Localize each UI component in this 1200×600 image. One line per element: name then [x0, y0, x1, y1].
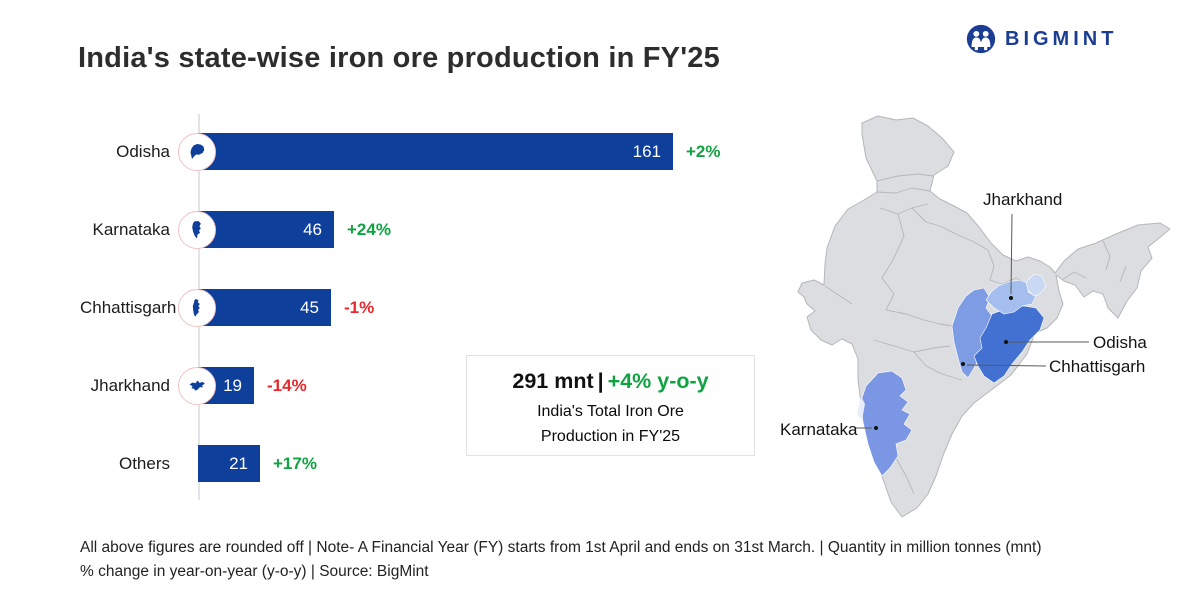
- jharkhand-state-badge: [178, 367, 216, 405]
- yoy-change-label: +17%: [273, 454, 317, 473]
- page-title: India's state-wise iron ore production i…: [78, 42, 720, 74]
- bar-odisha: 161: [198, 133, 673, 170]
- odisha-shape-icon: [190, 144, 205, 159]
- odisha-state-badge: [178, 133, 216, 171]
- jharkhand-shape-icon: [189, 380, 205, 391]
- bar-value: 46: [303, 219, 322, 239]
- category-label: Jharkhand: [90, 376, 170, 395]
- category-label: Others: [118, 454, 170, 473]
- footnote: All above figures are rounded off | Note…: [80, 536, 1041, 583]
- total-production-box: 291 mnt | +4% y-o-y India's Total Iron Ore…: [466, 355, 755, 456]
- bar-value: 21: [229, 453, 248, 473]
- chhattisgarh-shape-icon: [192, 299, 200, 317]
- bar-value: 19: [223, 375, 242, 395]
- bar-value: 161: [632, 141, 661, 161]
- footnote-line-2: % change in year-on-year (y-o-y) | Sourc…: [80, 562, 429, 580]
- yoy-change-label: +24%: [347, 220, 391, 239]
- state-odisha: [973, 305, 1045, 384]
- footnote-line-1: All above figures are rounded off | Note…: [80, 539, 1042, 556]
- map-label-chhattisgarh: Chhattisgarh: [1049, 357, 1146, 376]
- iron-ore-bar-chart: Odisha 161 +2% Karnataka 46 +24%: [80, 114, 740, 500]
- coastal-sliver: [857, 396, 865, 420]
- map-marker-dots: [874, 296, 1013, 430]
- yoy-change-label: -1%: [344, 298, 375, 317]
- bigmint-logo-text: BIGMINT: [1005, 27, 1118, 50]
- map-label-odisha: Odisha: [1093, 333, 1147, 352]
- map-label-jharkhand: Jharkhand: [983, 190, 1063, 209]
- category-label: Chhattisgarh: [80, 298, 177, 317]
- bar-chhattisgarh: 45: [198, 289, 331, 326]
- category-label: Karnataka: [92, 220, 171, 239]
- yoy-change-label: -14%: [267, 376, 307, 395]
- yoy-change-label: +2%: [686, 142, 721, 161]
- bigmint-logo: BIGMINT: [966, 24, 1117, 54]
- bar-row-others: Others 21 +17%: [80, 445, 740, 482]
- bar-row-jharkhand: Jharkhand 19 -14%: [80, 367, 740, 405]
- karnataka-state-badge: [178, 211, 216, 249]
- bar-others: 21: [198, 445, 260, 482]
- chhattisgarh-state-badge: [178, 289, 216, 327]
- total-production-headline: 291 mnt | +4% y-o-y: [467, 369, 754, 394]
- bigmint-logo-icon: [966, 24, 996, 54]
- india-map: Jharkhand Odisha Chhattisgarh Karnataka: [778, 96, 1200, 540]
- bar-row-odisha: Odisha 161 +2%: [80, 133, 740, 171]
- state-karnataka: [860, 370, 913, 477]
- state-westbengal-part: [1025, 273, 1047, 297]
- karnataka-shape-icon: [192, 221, 201, 239]
- map-leader-lines: [855, 213, 1089, 429]
- total-yoy: +4% y-o-y: [607, 369, 709, 393]
- bar-row-chhattisgarh: Chhattisgarh 45 -1%: [80, 289, 740, 327]
- state-boundaries: [824, 173, 1127, 495]
- total-production-caption: India's Total Iron Ore Production in FY'…: [537, 403, 684, 445]
- bar-karnataka: 46: [198, 211, 334, 248]
- total-value: 291 mnt: [512, 369, 594, 393]
- category-label: Odisha: [116, 142, 170, 161]
- separator: |: [597, 369, 604, 393]
- map-label-karnataka: Karnataka: [780, 420, 858, 439]
- india-map-graphic: [797, 115, 1171, 518]
- bar-row-karnataka: Karnataka 46 +24%: [80, 211, 740, 249]
- bar-value: 45: [300, 297, 319, 317]
